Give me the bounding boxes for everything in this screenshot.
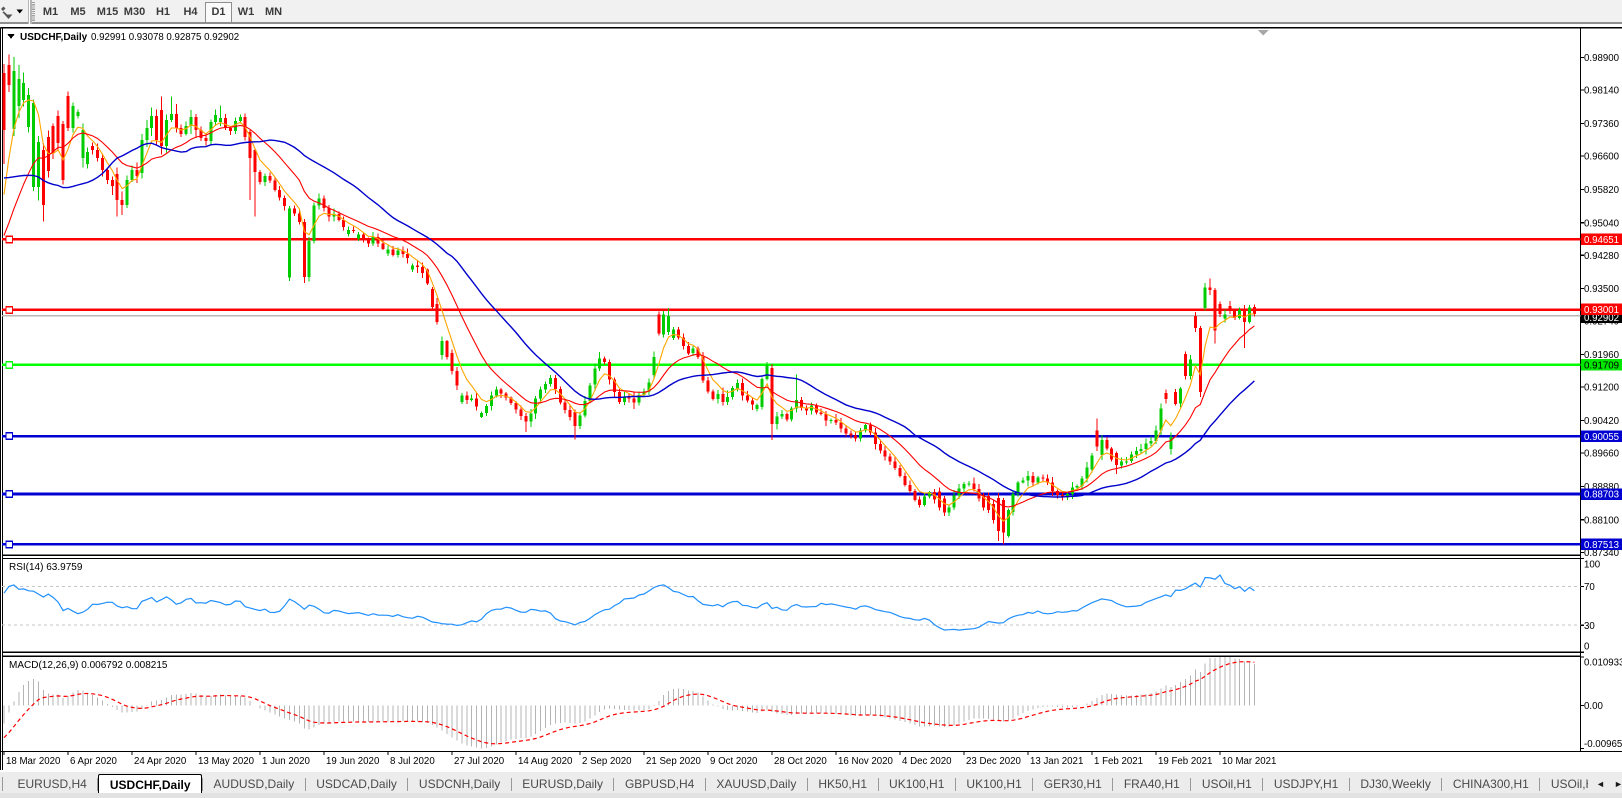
- svg-text:23 Dec 2020: 23 Dec 2020: [966, 756, 1022, 767]
- svg-text:9 Oct 2020: 9 Oct 2020: [710, 756, 758, 767]
- svg-text:24 Apr 2020: 24 Apr 2020: [134, 756, 187, 767]
- svg-text:1 Jun 2020: 1 Jun 2020: [262, 756, 311, 767]
- svg-text:2 Sep 2020: 2 Sep 2020: [582, 756, 632, 767]
- svg-text:100: 100: [1584, 560, 1601, 571]
- svg-text:0.88703: 0.88703: [1584, 490, 1619, 501]
- svg-text:16 Nov 2020: 16 Nov 2020: [838, 756, 894, 767]
- svg-text:19 Jun 2020: 19 Jun 2020: [326, 756, 380, 767]
- svg-text:0.93001: 0.93001: [1584, 305, 1619, 316]
- svg-text:10 Mar 2021: 10 Mar 2021: [1222, 756, 1276, 767]
- svg-text:0.91200: 0.91200: [1584, 383, 1620, 394]
- svg-text:21 Sep 2020: 21 Sep 2020: [646, 756, 702, 767]
- svg-text:13 May 2020: 13 May 2020: [198, 756, 255, 767]
- svg-text:-0.009653: -0.009653: [1584, 739, 1622, 750]
- svg-text:MACD(12,26,9) 0.006792 0.00821: MACD(12,26,9) 0.006792 0.008215: [9, 660, 168, 671]
- svg-text:1 Feb 2021: 1 Feb 2021: [1094, 756, 1143, 767]
- svg-text:0.94280: 0.94280: [1584, 251, 1620, 262]
- svg-text:27 Jul 2020: 27 Jul 2020: [454, 756, 505, 767]
- svg-text:0.88880: 0.88880: [1584, 482, 1620, 493]
- svg-text:0.90420: 0.90420: [1584, 416, 1620, 427]
- svg-text:0.98140: 0.98140: [1584, 86, 1620, 97]
- svg-text:RSI(14) 63.9759: RSI(14) 63.9759: [9, 562, 83, 573]
- svg-text:0.010933: 0.010933: [1584, 658, 1622, 669]
- svg-text:0.93500: 0.93500: [1584, 284, 1620, 295]
- svg-text:0.91709: 0.91709: [1584, 361, 1619, 372]
- svg-text:0.95820: 0.95820: [1584, 185, 1620, 196]
- svg-text:0.00: 0.00: [1584, 701, 1603, 712]
- svg-text:6 Apr 2020: 6 Apr 2020: [70, 756, 117, 767]
- svg-text:0.94651: 0.94651: [1584, 235, 1619, 246]
- svg-text:0.95040: 0.95040: [1584, 218, 1620, 229]
- svg-text:0.97360: 0.97360: [1584, 119, 1620, 130]
- svg-text:0.89660: 0.89660: [1584, 449, 1620, 460]
- svg-text:0.87340: 0.87340: [1584, 548, 1620, 559]
- svg-text:4 Dec 2020: 4 Dec 2020: [902, 756, 952, 767]
- svg-text:0.91960: 0.91960: [1584, 350, 1620, 361]
- svg-text:0.92991 0.93078 0.92875 0.9290: 0.92991 0.93078 0.92875 0.92902: [91, 32, 239, 43]
- svg-text:14 Aug 2020: 14 Aug 2020: [518, 756, 573, 767]
- svg-text:70: 70: [1584, 582, 1595, 593]
- svg-text:0.96600: 0.96600: [1584, 152, 1620, 163]
- svg-text:0.90055: 0.90055: [1584, 432, 1619, 443]
- svg-text:13 Jan 2021: 13 Jan 2021: [1030, 756, 1083, 767]
- svg-text:28 Oct 2020: 28 Oct 2020: [774, 756, 827, 767]
- svg-text:0.92902: 0.92902: [1584, 313, 1619, 324]
- svg-text:18 Mar 2020: 18 Mar 2020: [6, 756, 61, 767]
- svg-text:0: 0: [1584, 642, 1590, 653]
- svg-text:USDCHF,Daily: USDCHF,Daily: [20, 32, 88, 43]
- svg-text:30: 30: [1584, 621, 1595, 632]
- svg-text:19 Feb 2021: 19 Feb 2021: [1158, 756, 1212, 767]
- svg-text:0.98900: 0.98900: [1584, 53, 1620, 64]
- svg-text:8 Jul 2020: 8 Jul 2020: [390, 756, 435, 767]
- svg-text:0.87513: 0.87513: [1584, 540, 1619, 551]
- svg-text:0.88100: 0.88100: [1584, 515, 1620, 526]
